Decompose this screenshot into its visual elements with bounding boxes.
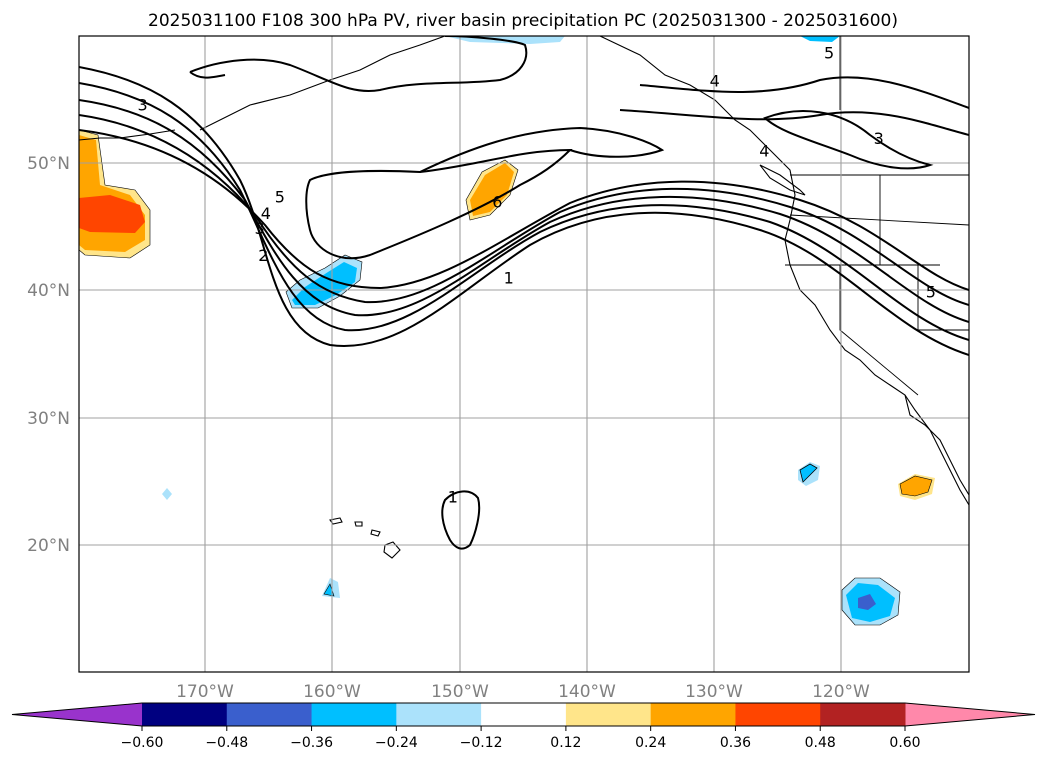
vancouver-island xyxy=(759,164,806,196)
colorbar-tick-label: 0.48 xyxy=(805,735,836,751)
colorbar-bin xyxy=(735,703,821,726)
precip-positive-blob-south-inner xyxy=(899,475,933,497)
hawaii-3 xyxy=(370,529,381,537)
colorbar-tick-label: −0.12 xyxy=(460,735,503,751)
gridlines xyxy=(79,36,969,672)
precip-negative-blob-small-1-inner xyxy=(799,463,818,483)
lat-tick-label: 20°N xyxy=(27,536,70,556)
precip-strong-negative-blob-southeast xyxy=(858,594,876,610)
baja-coast xyxy=(904,394,969,496)
hawaii-2 xyxy=(354,521,363,527)
colorbar-bin xyxy=(650,703,736,726)
hawaii-big-island xyxy=(383,541,401,559)
pv-contour-ridge xyxy=(419,126,665,173)
pv-contour-label: 1 xyxy=(504,269,514,288)
colorbar-bin xyxy=(565,703,652,726)
pv-contour-label: 1 xyxy=(448,487,458,506)
pv-contour-label: 3 xyxy=(137,96,147,115)
borders xyxy=(785,36,969,396)
pv-contour-northeast-1 xyxy=(639,76,969,109)
precip-negative-blob-central-inner xyxy=(292,262,357,305)
pv-contour-label: 3 xyxy=(254,219,264,238)
colorbar-tick-label: −0.48 xyxy=(205,735,248,751)
precip-negative-blob-tiny xyxy=(162,488,172,500)
pv-contour-2 xyxy=(79,82,969,341)
map-frame xyxy=(78,35,970,673)
latitude-axis: 20°N 30°N 40°N 50°N xyxy=(27,154,70,556)
colorbar-bin xyxy=(142,703,228,726)
pv-contour-hawaii xyxy=(441,490,481,550)
colorbar-tick-label: 0.12 xyxy=(550,735,581,751)
pv-contour-northeast-2 xyxy=(619,109,969,136)
colorbar: −0.60 −0.48 −0.36 −0.24 −0.12 0.12 0.24 0.36 0.4… xyxy=(11,702,1036,751)
pv-contour-label: 6 xyxy=(492,192,502,211)
colorbar-tick-label: 0.36 xyxy=(720,735,751,751)
pv-contour-label: 2 xyxy=(258,246,268,265)
colorbar-tick-label: −0.60 xyxy=(121,735,164,751)
state-border-4 xyxy=(839,265,919,396)
lat-tick-label: 30°N xyxy=(27,409,70,429)
pv-contour-label: 4 xyxy=(261,204,271,223)
pv-contour-1 xyxy=(79,66,969,356)
pv-contour-6 xyxy=(305,148,573,260)
lon-tick-label: 160°W xyxy=(303,682,361,702)
pv-contour-label: 5 xyxy=(275,187,285,206)
colorbar-bin xyxy=(481,703,567,726)
colorbar-tick-label: −0.36 xyxy=(290,735,333,751)
colorbar-tick-label: 0.24 xyxy=(635,735,666,751)
precip-negative-blob-top2 xyxy=(800,36,840,42)
colorbar-bin xyxy=(396,703,482,726)
pv-contour-5 xyxy=(79,129,969,291)
longitude-axis: 170°W 160°W 150°W 140°W 130°W 120°W xyxy=(176,682,870,702)
lon-tick-label: 130°W xyxy=(685,682,743,702)
lon-tick-label: 150°W xyxy=(431,682,489,702)
colorbar-bin xyxy=(311,703,397,726)
lat-tick-label: 40°N xyxy=(27,281,70,301)
pv-contour-4 xyxy=(79,114,969,306)
colorbar-tick-label: −0.24 xyxy=(375,735,418,751)
colorbar-bin xyxy=(820,703,906,726)
pv-contour-northeast-3 xyxy=(763,110,934,170)
pv-contour-label: 5 xyxy=(926,283,936,302)
pv-contour-northern-low xyxy=(189,36,528,92)
colorbar-extend-low xyxy=(12,703,142,726)
lon-tick-label: 140°W xyxy=(558,682,616,702)
colorbar-tick-label: 0.60 xyxy=(889,735,920,751)
lon-tick-label: 120°W xyxy=(812,682,870,702)
pv-contour-northern-low-2 xyxy=(189,71,226,79)
alaska-peninsula xyxy=(199,36,446,131)
pv-contour-label: 4 xyxy=(710,72,720,91)
pv-contour-label: 5 xyxy=(824,44,834,63)
colorbar-bin xyxy=(226,703,313,726)
lat-tick-label: 50°N xyxy=(27,154,70,174)
pv-contour-label: 3 xyxy=(874,129,884,148)
precip-positive-blob-north-inner xyxy=(470,163,514,216)
lon-tick-label: 170°W xyxy=(176,682,234,702)
state-border-1 xyxy=(789,214,969,226)
pv-contours xyxy=(79,36,969,550)
chart-title: 2025031100 F108 300 hPa PV, river basin … xyxy=(148,11,898,31)
precip-shading xyxy=(79,36,935,626)
colorbar-extend-high xyxy=(905,703,1035,726)
pv-contour-3 xyxy=(79,99,969,323)
precip-strong-blob-west xyxy=(79,195,145,233)
pv-contour-label: 4 xyxy=(759,141,769,160)
